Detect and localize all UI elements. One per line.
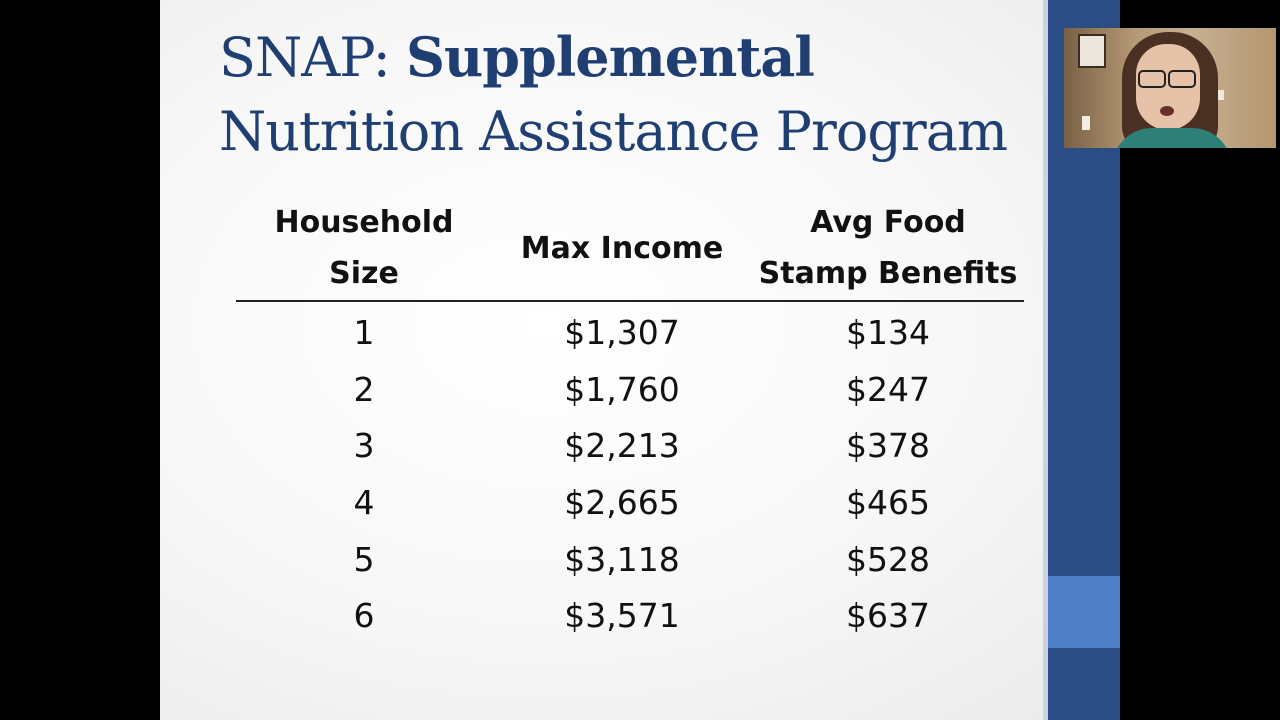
header-household-size: Household Size bbox=[236, 197, 492, 299]
slide-title-line2: Nutrition Assistance Program bbox=[219, 100, 1008, 163]
glasses-left-lens bbox=[1138, 70, 1166, 88]
cell-household-size: 4 bbox=[353, 483, 375, 523]
webcam-overlay bbox=[1064, 28, 1276, 148]
table-header: Household Size Max Income Avg Food Stamp… bbox=[236, 196, 1024, 302]
header-avg-benefits-line2: Stamp Benefits bbox=[758, 256, 1018, 291]
slide-title: SNAP: Supplemental Nutrition Assistance … bbox=[219, 20, 1039, 169]
table-row: 1 $1,307 $134 bbox=[236, 305, 1024, 362]
cell-avg-benefit: $528 bbox=[846, 539, 930, 579]
cell-household-size: 3 bbox=[353, 426, 375, 466]
cell-household-size: 5 bbox=[353, 539, 375, 579]
cell-max-income: $1,760 bbox=[564, 369, 680, 409]
cell-avg-benefit: $465 bbox=[846, 483, 930, 523]
snap-table: Household Size Max Income Avg Food Stamp… bbox=[236, 196, 1024, 645]
cell-max-income: $3,118 bbox=[564, 539, 680, 579]
cell-avg-benefit: $378 bbox=[846, 426, 930, 466]
cell-avg-benefit: $134 bbox=[846, 313, 930, 353]
cell-max-income: $2,665 bbox=[564, 483, 680, 523]
table-row: 4 $2,665 $465 bbox=[236, 475, 1024, 532]
presenter-shirt bbox=[1112, 128, 1232, 148]
wall-picture-frame bbox=[1078, 34, 1106, 68]
cell-household-size: 1 bbox=[353, 313, 375, 353]
slide-title-line1: SNAP: Supplemental bbox=[219, 20, 1039, 95]
presentation-slide: SNAP: Supplemental Nutrition Assistance … bbox=[160, 0, 1120, 720]
cell-max-income: $2,213 bbox=[564, 426, 680, 466]
header-avg-benefits-line1: Avg Food bbox=[810, 205, 966, 240]
cell-max-income: $1,307 bbox=[564, 313, 680, 353]
header-max-income-line1: Max Income bbox=[520, 230, 724, 266]
cell-household-size: 2 bbox=[353, 369, 375, 409]
header-household-size-line1: Household bbox=[274, 205, 454, 240]
table-row: 5 $3,118 $528 bbox=[236, 531, 1024, 588]
table-row: 3 $2,213 $378 bbox=[236, 418, 1024, 475]
cell-avg-benefit: $247 bbox=[846, 369, 930, 409]
table-body: 1 $1,307 $134 2 $1,760 $247 3 $2,213 $37… bbox=[236, 302, 1024, 645]
table-row: 2 $1,760 $247 bbox=[236, 362, 1024, 419]
cell-avg-benefit: $637 bbox=[846, 596, 930, 636]
slide-title-bold: Supplemental bbox=[406, 25, 815, 89]
light-switch bbox=[1082, 116, 1090, 130]
slide-accent-block bbox=[1048, 576, 1120, 648]
cell-household-size: 6 bbox=[353, 596, 375, 636]
header-household-size-line2: Size bbox=[329, 256, 399, 291]
header-avg-benefits: Avg Food Stamp Benefits bbox=[752, 197, 1024, 299]
presenter-mouth bbox=[1160, 106, 1174, 116]
slide-title-prefix: SNAP: bbox=[219, 26, 407, 89]
cell-max-income: $3,571 bbox=[564, 596, 680, 636]
glasses-right-lens bbox=[1168, 70, 1196, 88]
table-row: 6 $3,571 $637 bbox=[236, 588, 1024, 645]
slide-accent-edge bbox=[1043, 0, 1048, 720]
header-max-income: Max Income bbox=[492, 223, 752, 274]
